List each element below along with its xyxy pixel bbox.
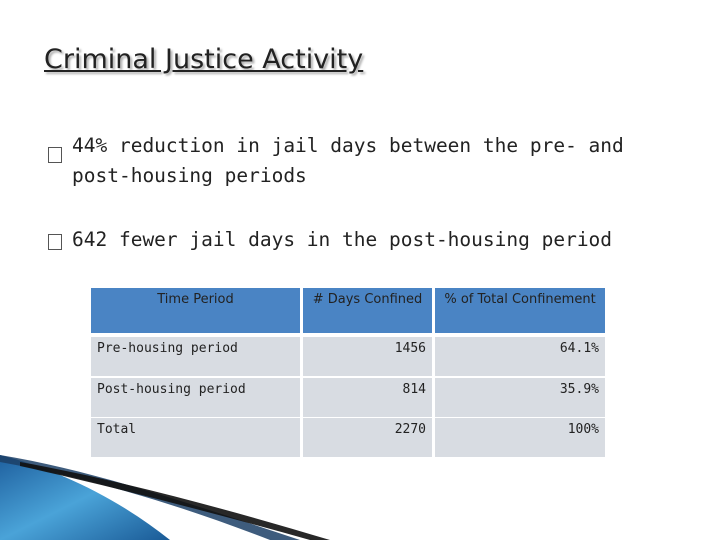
table-cell: 2270 bbox=[303, 418, 432, 457]
bullet-marker bbox=[48, 234, 62, 250]
header-cell: % of Total Confinement bbox=[435, 288, 605, 333]
table-cell: 814 bbox=[303, 377, 432, 417]
table-cell: 35.9% bbox=[435, 377, 605, 417]
title: Criminal Justice Activity bbox=[44, 44, 364, 75]
table-cell: Post-housing period bbox=[91, 377, 300, 417]
header-cell: # Days Confined bbox=[303, 288, 432, 333]
header-cell: Time Period bbox=[91, 288, 300, 333]
table-cell: Total bbox=[91, 418, 300, 457]
table-cell: 64.1% bbox=[435, 337, 605, 376]
bullet: 642 fewer jail days in the post-housing … bbox=[72, 228, 613, 251]
table-cell: 100% bbox=[435, 418, 605, 457]
bullet-marker bbox=[48, 147, 62, 163]
table-cell: Pre-housing period bbox=[91, 337, 300, 376]
bullet: 44% reduction in jail days between the p… bbox=[72, 134, 624, 187]
table-cell: 1456 bbox=[303, 337, 432, 376]
